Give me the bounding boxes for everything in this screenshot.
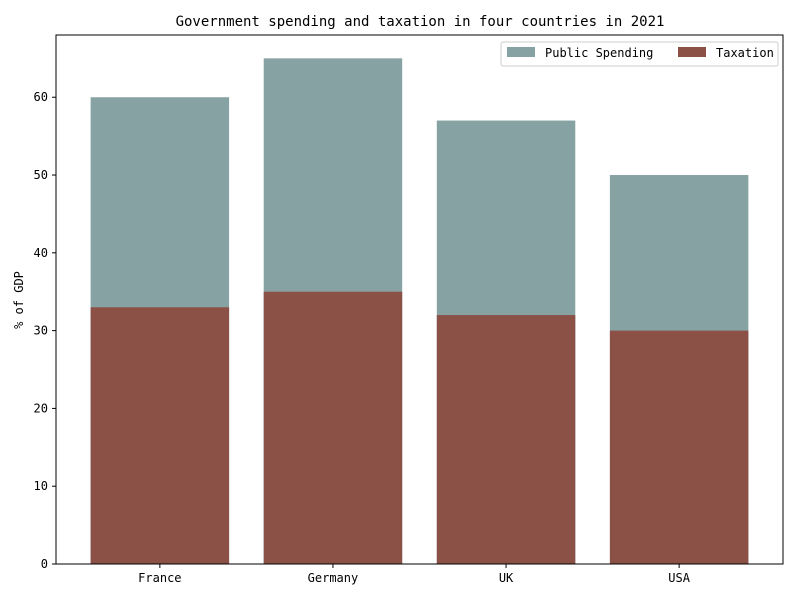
legend-swatch-public-spending — [507, 47, 535, 57]
bar-taxation-uk — [436, 315, 576, 564]
y-tick-label-10: 10 — [34, 479, 48, 493]
x-tick-label-germany: Germany — [308, 571, 359, 585]
bar-taxation-germany — [263, 291, 403, 564]
y-axis: 0 10 20 30 40 50 60 — [34, 90, 56, 571]
x-tick-label-france: France — [138, 571, 181, 585]
bar-taxation-usa — [609, 330, 749, 564]
legend-swatch-taxation — [678, 47, 706, 57]
legend: Public Spending Taxation — [500, 41, 779, 67]
legend-label-public-spending: Public Spending — [545, 46, 653, 60]
y-tick-label-60: 60 — [34, 90, 48, 104]
legend-frame — [500, 41, 779, 67]
bar-taxation-france — [90, 307, 230, 564]
axes-frame — [55, 34, 784, 565]
y-tick-label-20: 20 — [34, 401, 48, 415]
y-tick-label-40: 40 — [34, 246, 48, 260]
chart-title: Government spending and taxation in four… — [176, 14, 665, 30]
bars — [90, 58, 749, 565]
y-tick-label-50: 50 — [34, 168, 48, 182]
y-tick-label-30: 30 — [34, 324, 48, 338]
legend-label-taxation: Taxation — [716, 46, 774, 60]
x-axis: France Germany UK USA — [138, 564, 691, 585]
x-tick-label-usa: USA — [668, 571, 690, 585]
y-axis-label: % of GDP — [12, 271, 26, 329]
y-tick-label-0: 0 — [41, 557, 48, 571]
x-tick-label-uk: UK — [499, 571, 514, 585]
